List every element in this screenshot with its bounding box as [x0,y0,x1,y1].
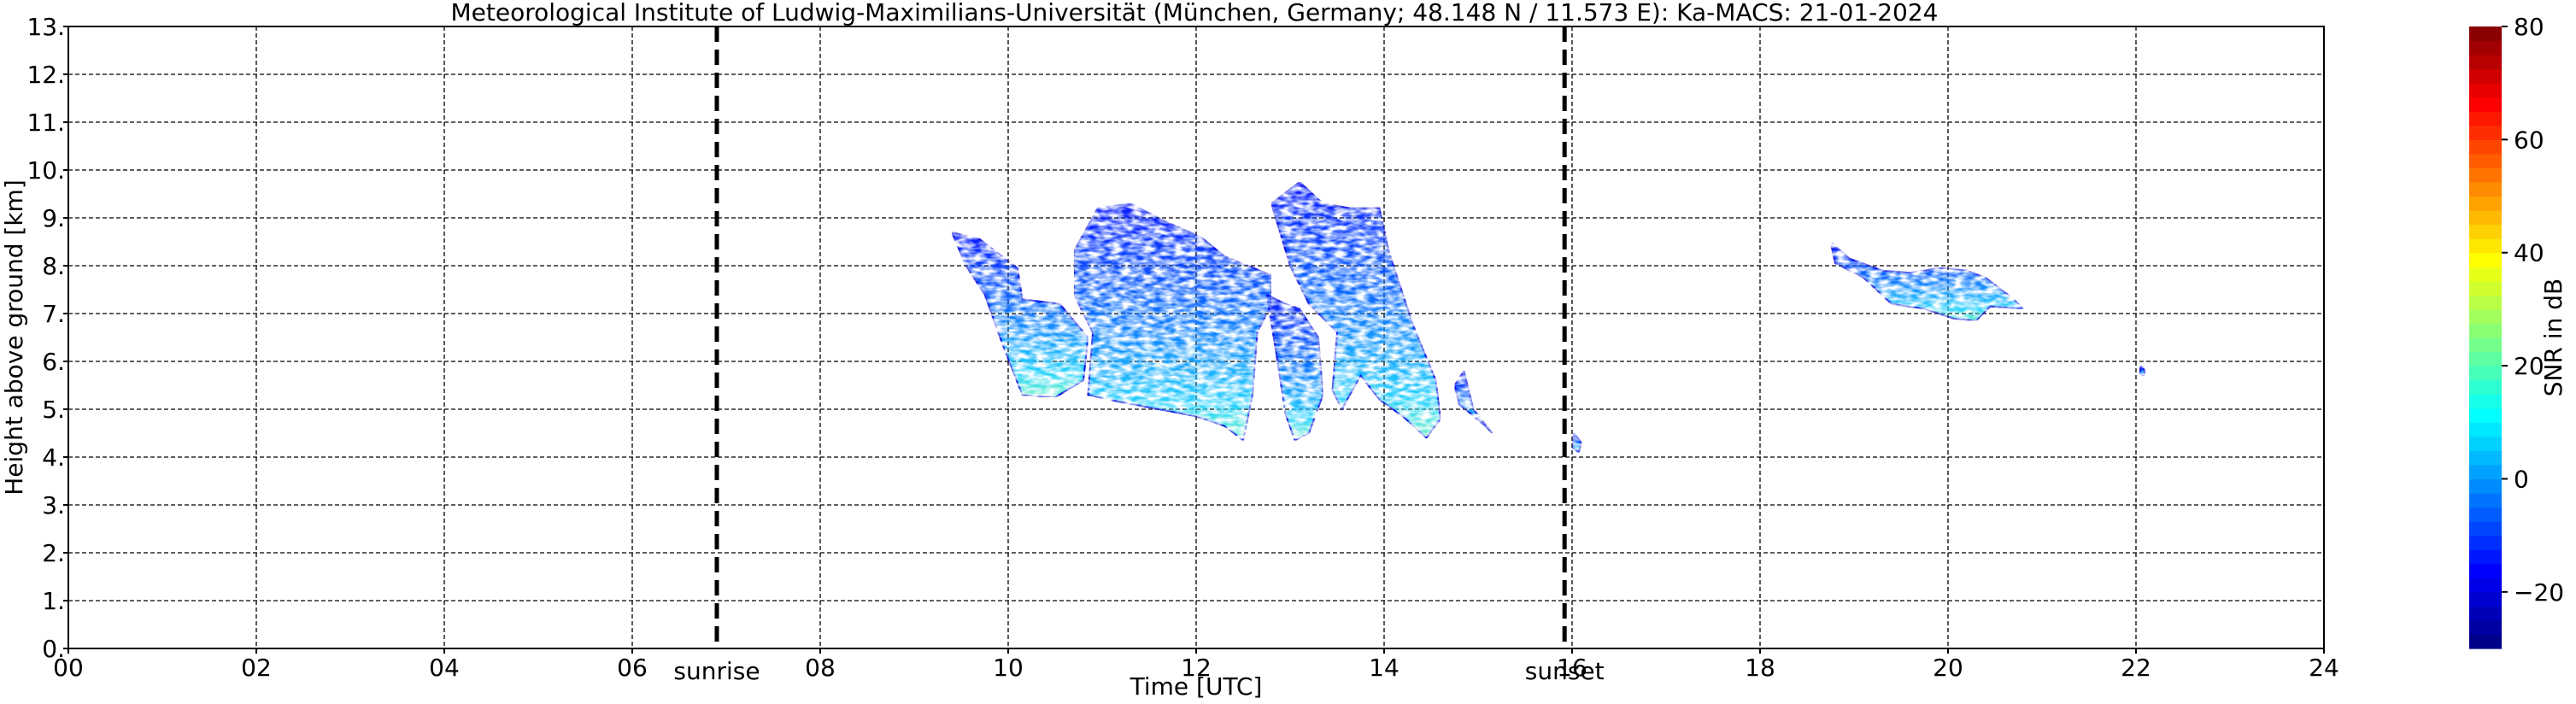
y-tick-label: 0. [42,635,65,663]
colorbar-band [2469,182,2502,197]
colorbar-band [2469,606,2502,621]
radar-echo [1265,292,1324,442]
x-tick-label: 14 [1369,654,1399,682]
y-tick-label: 4. [42,443,65,472]
colorbar-band [2469,139,2502,155]
colorbar-tick-label: 40 [2514,239,2544,267]
colorbar-band [2469,464,2502,480]
colorbar-band [2469,125,2502,140]
colorbar-band [2469,40,2502,56]
colorbar-band [2469,252,2502,267]
y-tick-label: 1. [42,587,65,615]
x-tick-label: 20 [1933,654,1963,682]
x-tick-label: 02 [241,654,272,682]
colorbar-band [2469,422,2502,437]
chart-title: Meteorological Institute of Ludwig-Maxim… [450,0,1938,26]
colorbar-band [2469,337,2502,353]
y-axis: 0. 1. 2. 3. 4. 5. 6. 7. 8. 9. 10. 11. 12. 13. [26,13,68,663]
colorbar-band [2469,535,2502,550]
x-axis-label: Time [UTC] [1130,672,1263,701]
colorbar-label: SNR in dB [2539,279,2567,396]
colorbar-band [2469,210,2502,226]
x-tick-label: 10 [993,654,1024,682]
event-label: sunset [1525,657,1605,685]
x-tick-label: 06 [617,654,648,682]
colorbar-band [2469,267,2502,282]
radar-echo [2139,364,2147,378]
event-label: sunrise [673,657,760,685]
radar-echo [1073,202,1272,443]
x-tick-label: 08 [805,654,836,682]
radar-echo [1453,368,1493,434]
colorbar-band [2469,507,2502,522]
colorbar-band [2469,111,2502,126]
y-tick-label: 8. [42,252,65,280]
colorbar-tick-label: 80 [2514,13,2544,41]
y-tick-label: 2. [42,539,65,567]
x-axis: 00 02 04 06 08 10 12 14 16 18 20 22 24 [53,648,2339,682]
colorbar-band [2469,26,2502,42]
colorbar: −20 0 20 40 60 80 [2469,13,2564,649]
radar-echo [1570,431,1583,455]
radar-echo [950,231,1089,399]
y-tick-label: 3. [42,491,65,519]
x-tick-label: 18 [1745,654,1775,682]
colorbar-band [2469,55,2502,70]
colorbar-tick-label: −20 [2514,578,2564,607]
colorbar-band [2469,478,2502,494]
y-tick-label: 12. [26,61,65,89]
colorbar-band [2469,153,2502,169]
y-tick-label: 7. [42,300,65,328]
colorbar-band [2469,493,2502,508]
x-tick-label: 12 [1181,654,1212,682]
colorbar-band [2469,224,2502,239]
colorbar-band [2469,578,2502,593]
colorbar-tick-label: 0 [2514,465,2529,493]
x-tick-label: 22 [2121,654,2151,682]
colorbar-band [2469,97,2502,112]
colorbar-band [2469,167,2502,183]
y-axis-label: Height above ground [km] [0,179,28,496]
x-tick-label: 16 [1557,654,1587,682]
colorbar-tick-label: 20 [2514,352,2544,380]
colorbar-band [2469,351,2502,367]
radar-echo [1270,180,1442,440]
y-tick-label: 10. [26,156,65,185]
colorbar-tick-label: 60 [2514,126,2544,154]
colorbar-band [2469,323,2502,338]
colorbar-band [2469,436,2502,451]
colorbar-band [2469,591,2502,607]
y-tick-label: 6. [42,348,65,376]
x-tick-label: 24 [2309,654,2339,682]
colorbar-band [2469,619,2502,636]
x-tick-label: 04 [429,654,460,682]
colorbar-band [2469,379,2502,395]
colorbar-band [2469,196,2502,211]
y-tick-label: 11. [26,109,65,137]
colorbar-band [2469,408,2502,423]
colorbar-band [2469,238,2502,254]
colorbar-band [2469,280,2502,296]
colorbar-band [2469,563,2502,578]
colorbar-band [2469,366,2502,381]
y-tick-label: 13. [26,13,65,41]
colorbar-band [2469,521,2502,537]
y-tick-label: 9. [42,204,65,232]
colorbar-band [2469,634,2502,649]
y-tick-label: 5. [42,396,65,424]
colorbar-band [2469,308,2502,325]
x-tick-label: 00 [53,654,84,682]
colorbar-band [2469,450,2502,466]
event-lines: sunrise sunset [673,26,1605,685]
colorbar-band [2469,68,2502,84]
echo-layer [950,180,2147,455]
colorbar-band [2469,295,2502,310]
colorbar-band [2469,394,2502,409]
radar-echo [1828,239,2026,322]
colorbar-band [2469,83,2502,98]
colorbar-band [2469,549,2502,565]
